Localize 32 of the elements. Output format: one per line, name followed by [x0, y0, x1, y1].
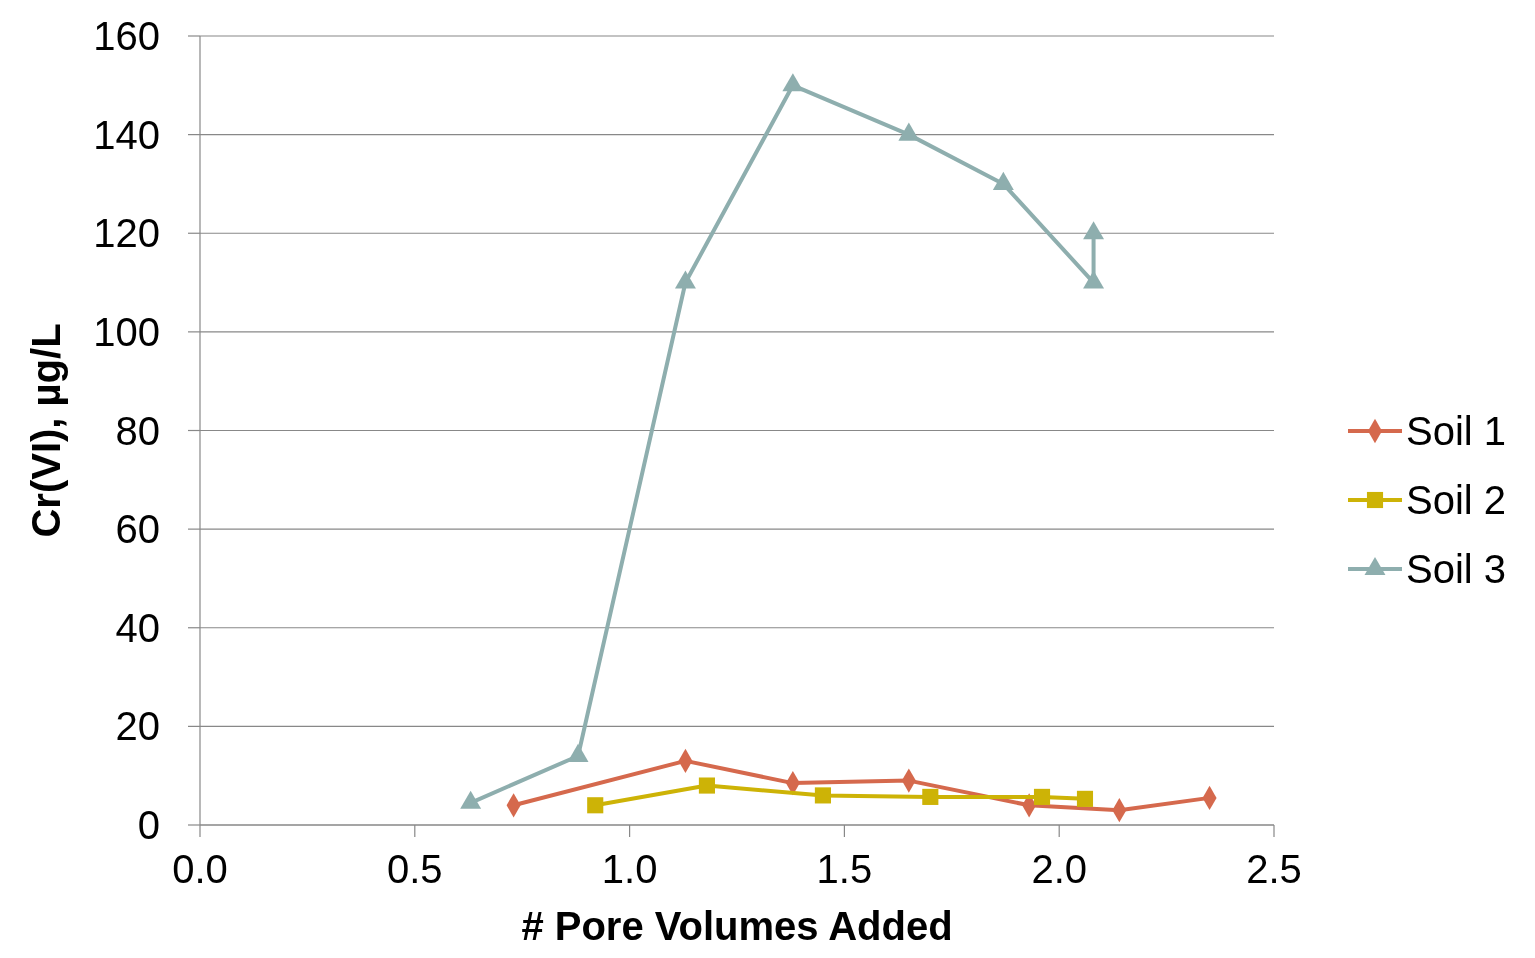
point	[922, 788, 939, 805]
point	[898, 122, 920, 141]
y-axis-title: Cr(VI), µg/L	[24, 323, 68, 538]
point	[1083, 270, 1105, 289]
point	[1083, 221, 1105, 240]
y-tick-label: 100	[93, 309, 160, 354]
y-tick-label: 20	[115, 704, 160, 749]
x-axis-title: # Pore Volumes Added	[521, 904, 953, 948]
point	[782, 73, 804, 92]
y-tick-label: 40	[115, 605, 160, 650]
point	[1033, 788, 1051, 805]
point	[992, 171, 1014, 190]
x-tick-label: 1.5	[816, 847, 873, 891]
legend-label: Soil 3	[1406, 547, 1507, 591]
x-tick-label: 0.0	[172, 847, 228, 891]
x-tick-label: 2.0	[1031, 847, 1087, 891]
y-tick-label: 160	[93, 14, 160, 58]
point	[587, 797, 604, 814]
x-tick-label: 2.5	[1246, 847, 1302, 891]
y-tick-label: 60	[115, 507, 160, 552]
point	[698, 777, 715, 794]
y-tick-label: 80	[115, 408, 160, 453]
x-tick-label: 0.5	[387, 847, 443, 891]
y-tick-label: 120	[93, 211, 160, 256]
y-tick-label: 0	[137, 803, 160, 847]
x-tick-label: 1.0	[601, 847, 658, 891]
legend-label: Soil 1	[1406, 409, 1507, 453]
legend-label: Soil 2	[1406, 478, 1507, 522]
point	[674, 270, 696, 289]
y-tick-label: 140	[93, 112, 160, 157]
point	[1076, 790, 1094, 807]
point	[814, 787, 831, 804]
